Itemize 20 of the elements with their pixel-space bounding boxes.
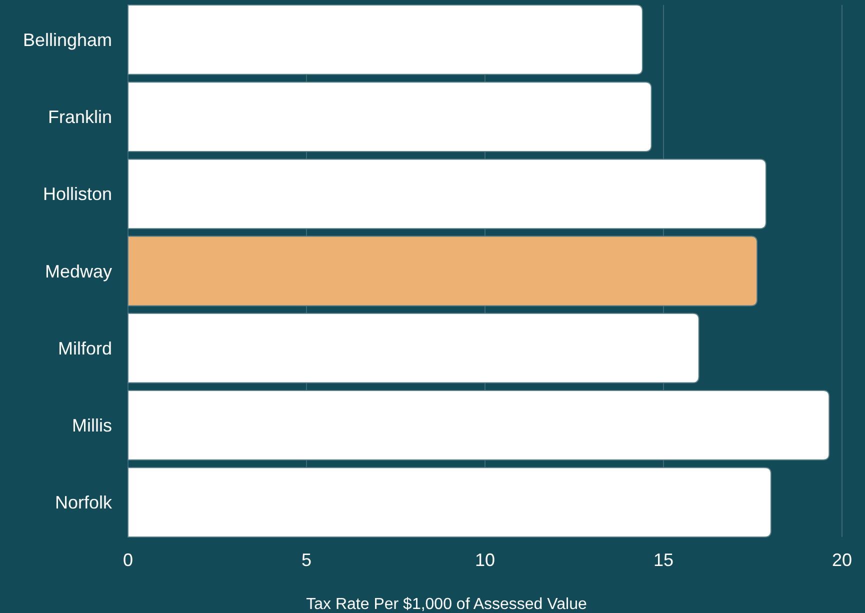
x-tick-label: 10	[474, 550, 496, 570]
x-tick-label: 0	[122, 550, 134, 570]
bar	[128, 82, 652, 152]
y-tick-label: Holliston	[42, 184, 112, 204]
y-tick-label: Medway	[44, 261, 112, 282]
x-axis-title: Tax Rate Per $1,000 of Assessed Value	[306, 596, 587, 613]
bar	[128, 158, 766, 230]
y-tick-label: Milford	[58, 338, 112, 358]
y-tick-label: Bellingham	[22, 30, 112, 50]
y-tick-label: Franklin	[48, 107, 112, 128]
y-tick-label: Norfolk	[54, 492, 113, 513]
bar	[128, 236, 758, 306]
bar	[128, 390, 830, 460]
bar	[128, 312, 700, 384]
bar	[128, 4, 643, 75]
bar	[128, 467, 772, 538]
x-tick-label: 20	[832, 550, 852, 570]
x-tick-label: 5	[301, 550, 312, 570]
x-tick-label: 15	[653, 550, 674, 570]
y-tick-label: Millis	[72, 416, 112, 436]
